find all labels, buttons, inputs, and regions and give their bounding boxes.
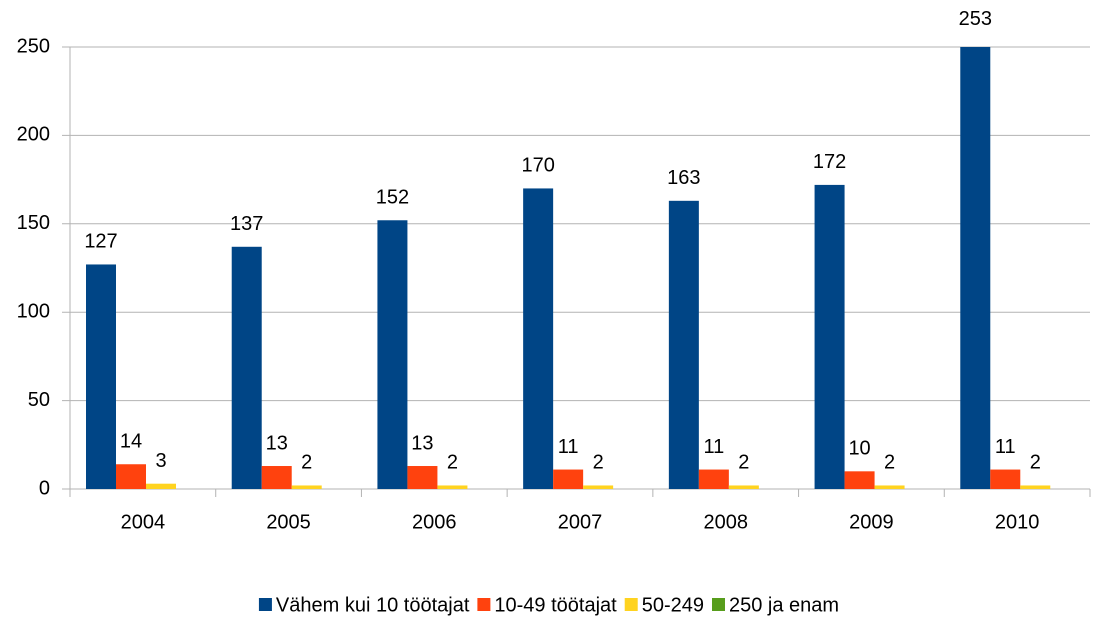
- x-tick-label: 2005: [266, 511, 311, 533]
- data-label: 11: [558, 436, 579, 458]
- x-tick-label: 2006: [412, 511, 457, 533]
- y-tick-label: 250: [17, 35, 50, 57]
- data-label: 2: [884, 452, 895, 474]
- y-tick-label: 150: [17, 212, 50, 234]
- data-label: 127: [84, 231, 117, 253]
- bar: [960, 47, 991, 490]
- data-label: 170: [521, 155, 554, 177]
- bar: [814, 184, 845, 490]
- data-label: 2: [447, 452, 458, 474]
- bar: [377, 220, 408, 489]
- legend-label: 250 ja enam: [729, 594, 839, 616]
- data-label: 11: [703, 436, 724, 458]
- legend-swatch: [624, 598, 638, 611]
- x-tick-label: 2004: [121, 511, 166, 533]
- data-label: 253: [959, 8, 992, 30]
- bar: [698, 469, 729, 489]
- data-label: 152: [376, 187, 409, 209]
- data-label: 14: [120, 431, 142, 453]
- data-label: 11: [995, 436, 1016, 458]
- x-tick-label: 2010: [995, 511, 1040, 533]
- bar: [86, 264, 116, 489]
- bar: [874, 485, 905, 489]
- bar: [146, 483, 176, 489]
- data-label: 163: [667, 167, 700, 189]
- data-label: 137: [230, 213, 263, 235]
- bar: [116, 464, 146, 489]
- bar: [728, 485, 759, 489]
- bar: [291, 485, 322, 489]
- data-label: 2: [301, 452, 312, 474]
- bar: [668, 200, 699, 490]
- legend: Vähem kui 10 töötajat 10-49 töötajat 50-24…: [258, 594, 839, 616]
- data-label: 3: [155, 450, 166, 472]
- data-label: 10: [848, 438, 870, 460]
- x-tick-label: 2007: [558, 511, 603, 533]
- x-tick-label: 2009: [849, 511, 894, 533]
- y-tick-label: 50: [28, 389, 50, 411]
- bar: [844, 471, 875, 489]
- bar: [407, 466, 438, 489]
- y-tick-label: 200: [17, 124, 50, 146]
- bar: [437, 485, 468, 489]
- bar: [231, 246, 262, 489]
- legend-swatch: [258, 598, 272, 611]
- legend-label: 50-249: [642, 594, 704, 616]
- bar: [990, 469, 1021, 489]
- legend-swatch: [477, 598, 491, 611]
- data-label: 13: [266, 432, 288, 454]
- bar: [583, 485, 614, 489]
- bar: [261, 466, 292, 489]
- x-tick-label: 2008: [703, 511, 748, 533]
- data-label: 13: [411, 432, 433, 454]
- data-label: 2: [738, 452, 749, 474]
- bar: [1020, 485, 1051, 489]
- bar: [523, 188, 554, 489]
- bars: [86, 47, 1051, 490]
- data-label: 172: [813, 151, 846, 173]
- data-label: 2: [1030, 452, 1041, 474]
- grid: 0 50 100 150 200 250: [17, 35, 1091, 499]
- y-tick-label: 100: [17, 300, 50, 322]
- legend-swatch: [712, 598, 725, 611]
- bar: [553, 469, 584, 489]
- y-tick-label: 0: [39, 477, 50, 499]
- legend-label: Vähem kui 10 töötajat: [276, 594, 470, 616]
- legend-label: 10-49 töötajat: [494, 594, 617, 616]
- data-label: 2: [593, 452, 604, 474]
- labels: 2004 127 14 3 2005 137 13 2 2006 152 13 2 2007 170 11 2…: [84, 8, 1041, 533]
